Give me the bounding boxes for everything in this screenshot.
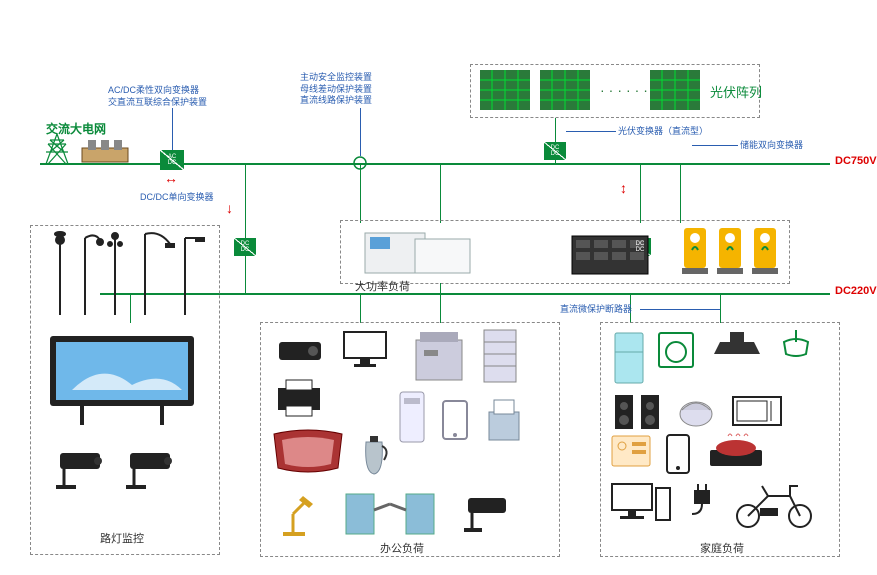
washer-icon (656, 330, 696, 370)
purifier-icon (396, 388, 428, 446)
dc-protect-line (640, 309, 720, 310)
dc220-drop-2 (360, 293, 361, 323)
monitor-label: 主动安全监控装置 母线差动保护装置 直流线路保护装置 (300, 72, 372, 107)
home-label: 家庭负荷 (700, 540, 744, 556)
acdc-label: AC/DC柔性双向变换器 交直流互联综合保护装置 (108, 85, 207, 108)
kettle-icon (356, 432, 392, 478)
camera-icon-2 (120, 445, 180, 490)
tower-icon (40, 132, 74, 166)
storage-label: 储能双向变换器 (740, 140, 803, 152)
pendant-light-icon (778, 328, 814, 368)
bus-dc750-label: DC750V (835, 155, 877, 167)
dcdc-uni-label: DC/DC单向变换器 (140, 192, 214, 204)
transformer-icon (80, 138, 130, 166)
pv-inv-line (566, 131, 616, 132)
induction-icon (706, 432, 766, 470)
billboard-icon (42, 330, 202, 430)
bus-dc220-label: DC220V (835, 285, 877, 297)
dc220-drop-3b (720, 293, 721, 323)
fridge-icon (612, 330, 646, 386)
drop-mid2 (440, 163, 441, 223)
dcdc-uni-arrow: ↓ (226, 200, 233, 216)
drop-right (640, 163, 641, 223)
dcdc-uni: DCDC (234, 238, 256, 256)
ricecooker-icon (676, 392, 716, 428)
charger-icon-1 (680, 224, 710, 278)
storage-line (692, 145, 738, 146)
acdc-converter: ACDC (160, 150, 184, 170)
dc220-drop-2b (440, 283, 441, 323)
speaker-icon (612, 392, 662, 432)
projector-icon (275, 332, 325, 366)
camera-icon-1 (50, 445, 110, 490)
plug-icon (684, 482, 720, 516)
ebike-icon (730, 478, 820, 530)
acdc-arrow: ↔ (164, 170, 178, 186)
lighting-label: 路灯监控 (100, 530, 144, 546)
curved-tv-icon (268, 428, 348, 476)
dc-protect-label: 直流微保护断路器 (560, 304, 632, 316)
lamp-icon (275, 490, 319, 540)
acdc-label-line (172, 108, 173, 150)
phone-icon (664, 432, 692, 476)
drop-left (245, 163, 246, 293)
panel-icon (610, 434, 652, 468)
dcdc-bi-arrow: ↕ (620, 180, 627, 196)
microwave-icon (730, 394, 784, 428)
drop-right2 (680, 163, 681, 223)
pv-dots: ······ (600, 82, 652, 98)
printer-icon (272, 376, 326, 420)
pv-panel-2 (540, 70, 590, 110)
turnstile-icon (340, 480, 440, 540)
office-label: 办公负荷 (380, 540, 424, 556)
streetlight-icons (40, 230, 210, 320)
wire-grid-acdc (130, 163, 160, 165)
battery-rack-icon (570, 230, 650, 278)
pv-label: 光伏阵列 (710, 82, 762, 101)
highpower-label: 大功率负荷 (355, 278, 410, 294)
tablet-icon (440, 398, 470, 442)
server-rack-icon (480, 326, 520, 386)
charger-icon-2 (715, 224, 745, 278)
monitor-icon (340, 328, 390, 368)
pv-panel-3 (650, 70, 700, 110)
pv-panel-1 (480, 70, 530, 110)
shredder-icon (484, 398, 524, 444)
charger-icon-3 (750, 224, 780, 278)
hood-icon (710, 328, 764, 368)
hvac-icon (360, 225, 480, 280)
monitor-line (360, 108, 361, 156)
drop-mid1 (360, 163, 361, 223)
pv-dcdc: DCDC (544, 142, 566, 160)
camera-icon-3 (460, 492, 514, 534)
desktop-icon (608, 480, 672, 528)
pv-inv-label: 光伏变换器（直流型） (618, 126, 708, 138)
copier-icon (410, 326, 468, 386)
